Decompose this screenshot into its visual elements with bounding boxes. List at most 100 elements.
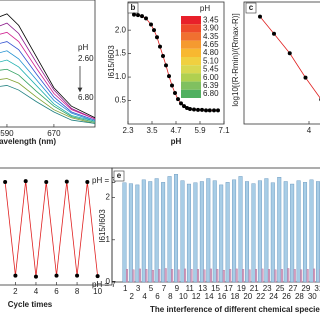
x-tick-label: 5 bbox=[149, 284, 154, 293]
x-tick-label: 590 bbox=[0, 129, 14, 138]
x-tick-label: 11 bbox=[186, 284, 195, 293]
y-axis-label: I615/I603 bbox=[98, 209, 107, 243]
x-tick-label: 20 bbox=[243, 292, 252, 301]
x-tick-label: 19 bbox=[237, 284, 246, 293]
panel-label: c bbox=[249, 3, 254, 12]
data-point bbox=[132, 12, 136, 17]
data-line bbox=[259, 16, 320, 99]
bar bbox=[309, 179, 314, 283]
panel-label: e bbox=[117, 171, 122, 180]
x-tick-label: 27 bbox=[289, 284, 298, 293]
x-tick-label: 9 bbox=[175, 284, 180, 293]
x-tick-label: 3.5 bbox=[146, 126, 158, 135]
bar bbox=[290, 183, 295, 283]
data-point bbox=[287, 51, 292, 56]
bar bbox=[270, 182, 275, 283]
x-tick-label: 7.1 bbox=[218, 126, 230, 135]
bar bbox=[138, 268, 141, 283]
x-tick-label: 8 bbox=[75, 287, 80, 296]
data-point bbox=[23, 179, 28, 184]
data-line bbox=[0, 41, 96, 121]
bar bbox=[184, 268, 187, 283]
x-tick-label: 25 bbox=[276, 284, 285, 293]
bar bbox=[264, 178, 269, 283]
data-point bbox=[13, 273, 18, 278]
bar bbox=[190, 269, 193, 283]
bar bbox=[232, 179, 237, 283]
bar bbox=[180, 180, 185, 283]
bar bbox=[245, 181, 249, 283]
legend-swatch bbox=[181, 24, 201, 33]
bar bbox=[193, 182, 198, 283]
bar bbox=[122, 182, 127, 283]
annotation: 6.80 bbox=[78, 93, 94, 102]
data-point bbox=[200, 107, 204, 112]
bar bbox=[238, 176, 243, 283]
bar bbox=[222, 269, 225, 283]
bar bbox=[212, 180, 217, 283]
x-tick-label: 17 bbox=[224, 284, 233, 293]
legend-swatch bbox=[181, 65, 201, 74]
data-point bbox=[152, 28, 156, 33]
y-tick-label: 0.5 bbox=[115, 96, 127, 105]
data-line bbox=[0, 13, 96, 119]
annotation: 2.60 bbox=[78, 54, 94, 63]
data-point bbox=[164, 63, 168, 68]
y-tick-label: 1 bbox=[106, 235, 111, 244]
bar bbox=[128, 183, 133, 283]
legend-label: 4.35 bbox=[203, 32, 219, 41]
data-point bbox=[95, 274, 100, 279]
bar bbox=[177, 269, 180, 283]
data-line bbox=[0, 59, 96, 122]
x-tick-label: 2 bbox=[129, 292, 134, 301]
legend-swatch bbox=[181, 32, 201, 41]
data-point bbox=[216, 108, 220, 113]
data-point bbox=[170, 83, 174, 88]
y-tick-label: 1.0 bbox=[115, 72, 127, 81]
data-point bbox=[64, 179, 69, 184]
x-tick-label: 22 bbox=[256, 292, 265, 301]
legend-label: 3.90 bbox=[203, 24, 219, 33]
bar bbox=[158, 269, 161, 283]
data-point bbox=[212, 108, 216, 113]
data-point bbox=[167, 74, 171, 79]
x-tick-label: 6 bbox=[155, 292, 160, 301]
data-point bbox=[75, 273, 80, 278]
x-tick-label: 670 bbox=[47, 129, 61, 138]
plot-frame bbox=[243, 1, 320, 125]
x-tick-label: 31 bbox=[314, 284, 320, 293]
data-line bbox=[0, 85, 96, 124]
legend-label: 6.39 bbox=[203, 81, 219, 90]
bar bbox=[251, 183, 256, 283]
bar bbox=[229, 269, 232, 283]
panel-label-box bbox=[245, 2, 257, 14]
bar bbox=[261, 268, 264, 283]
data-point bbox=[44, 180, 49, 185]
bar bbox=[242, 269, 245, 283]
legend-label: 6.00 bbox=[203, 73, 219, 82]
panel-label-box bbox=[113, 170, 125, 182]
data-point bbox=[179, 101, 183, 106]
bar bbox=[280, 269, 283, 283]
x-tick-label: 3 bbox=[136, 284, 141, 293]
x-tick-label: 24 bbox=[269, 292, 278, 301]
bar bbox=[235, 268, 238, 283]
data-point bbox=[161, 53, 165, 58]
data-point bbox=[185, 106, 189, 111]
x-tick-label: 18 bbox=[230, 292, 239, 301]
legend-swatch bbox=[181, 16, 201, 25]
bar bbox=[283, 181, 288, 283]
x-tick-label: 7 bbox=[162, 284, 167, 293]
bar bbox=[206, 178, 211, 283]
x-tick-label: 10 bbox=[93, 287, 102, 296]
legend-swatch bbox=[181, 81, 201, 90]
data-point bbox=[182, 104, 186, 109]
data-point bbox=[207, 108, 212, 113]
x-axis-label: pH bbox=[171, 137, 182, 146]
bar bbox=[125, 269, 129, 283]
bar bbox=[151, 269, 154, 283]
x-tick-label: 30 bbox=[308, 292, 317, 301]
x-tick-label: 1 bbox=[123, 284, 128, 293]
bar bbox=[145, 269, 148, 283]
x-tick-label: 21 bbox=[250, 284, 259, 293]
